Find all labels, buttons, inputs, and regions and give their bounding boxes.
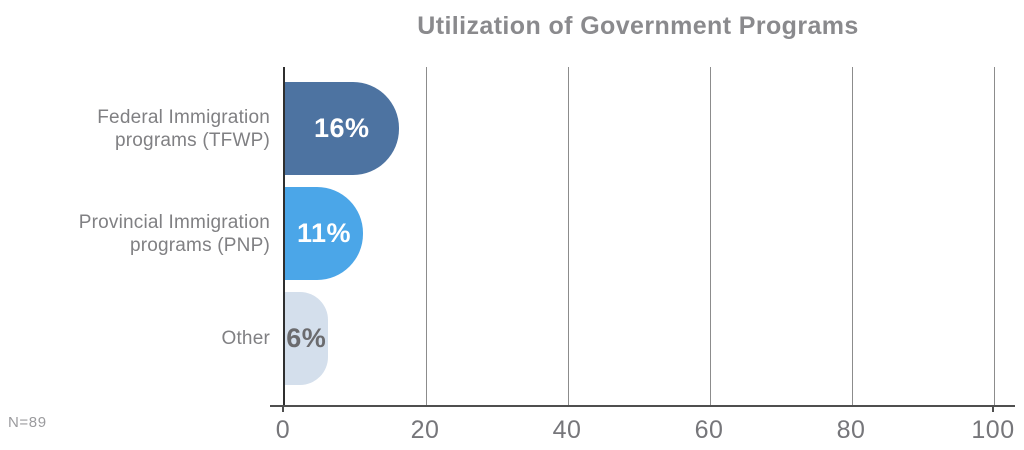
- bar-federal-immigration-programs-tfwp: 16%: [285, 82, 399, 175]
- category-label-line: Other: [221, 328, 270, 349]
- x-tick-label-20: 20: [410, 416, 440, 444]
- x-axis-line: [270, 405, 1015, 407]
- category-label-line: Federal Immigration: [97, 106, 270, 128]
- gridline-x-80: [852, 67, 853, 406]
- category-label-other: Other: [0, 292, 270, 385]
- sample-size-note: N=89: [8, 414, 47, 431]
- axis-tick-0: [282, 407, 284, 412]
- category-axis-labels: Federal Immigration programs (TFWP) Provin…: [0, 67, 270, 406]
- axis-tick-100: [992, 407, 994, 412]
- category-label-line: Provincial Immigration: [78, 211, 270, 233]
- category-label-provincial-immigration-programs-pnp: Provincial Immigration programs (PNP): [0, 187, 270, 280]
- gridline-x-20: [426, 67, 427, 406]
- bar-other: 6%: [285, 292, 328, 385]
- x-tick-label-60: 60: [694, 416, 724, 444]
- bar-provincial-immigration-programs-pnp: 11%: [285, 187, 364, 280]
- gridline-x-100: [994, 67, 995, 406]
- bar-value-label-provincial-immigration-programs-pnp: 11%: [297, 218, 352, 248]
- category-label-federal-immigration-programs-tfwp: Federal Immigration programs (TFWP): [0, 82, 270, 175]
- category-label-line: programs (TFWP): [115, 129, 270, 151]
- category-label-line: programs (PNP): [129, 234, 270, 256]
- x-tick-label-40: 40: [552, 416, 582, 444]
- x-tick-label-80: 80: [836, 416, 866, 444]
- bar-value-label-other: 6%: [286, 323, 327, 353]
- x-tick-label-0: 0: [275, 416, 291, 444]
- gridline-x-40: [568, 67, 569, 406]
- gridline-x-60: [710, 67, 711, 406]
- plot-area: 16% 11% 6%: [283, 67, 995, 406]
- chart-title: Utilization of Government Programs: [417, 12, 859, 40]
- bar-value-label-federal-immigration-programs-tfwp: 16%: [314, 113, 370, 143]
- x-tick-label-100: 100: [971, 416, 1015, 444]
